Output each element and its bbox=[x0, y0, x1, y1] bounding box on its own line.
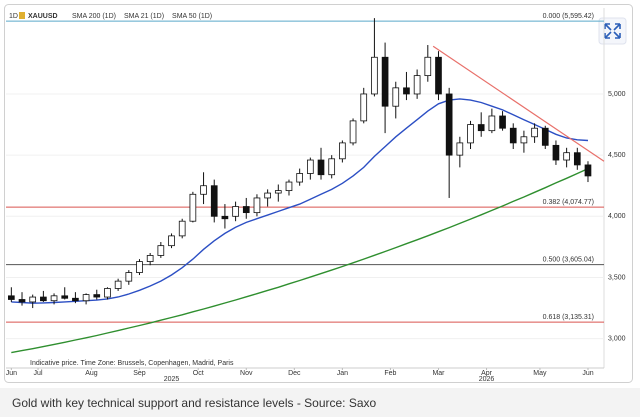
candle-body bbox=[200, 185, 207, 195]
candle-body bbox=[178, 220, 186, 237]
candle-body bbox=[136, 261, 143, 273]
x-tick-label: Apr bbox=[481, 370, 493, 377]
y-tick-label: 3,000 bbox=[608, 335, 626, 342]
interval: 1D bbox=[9, 13, 18, 20]
candle-body bbox=[392, 87, 400, 107]
symbol-icon bbox=[19, 12, 25, 19]
x-tick-label: Dec bbox=[288, 370, 301, 377]
fib-label: 0.618 (3,135.31) bbox=[543, 314, 594, 321]
candle-body bbox=[168, 235, 175, 247]
candle-body bbox=[40, 296, 47, 302]
chart-frame bbox=[4, 4, 633, 383]
candle-body bbox=[232, 206, 239, 217]
caption: Gold with key technical support and resi… bbox=[12, 396, 377, 410]
y-tick-label: 3,500 bbox=[608, 274, 626, 281]
candle-body bbox=[210, 185, 218, 217]
candle-body bbox=[403, 87, 410, 95]
candle-body bbox=[360, 93, 368, 122]
candle-body bbox=[531, 127, 538, 138]
candle-body bbox=[573, 152, 581, 166]
x-tick-label: Feb bbox=[384, 370, 396, 377]
fib-label: 0.382 (4,074.77) bbox=[543, 199, 594, 206]
y-tick-label: 4,000 bbox=[608, 213, 626, 220]
candle-body bbox=[114, 280, 122, 289]
legend-item: SMA 21 (1D) bbox=[124, 13, 164, 20]
note: Indicative price. Time Zone: Brussels, C… bbox=[30, 360, 234, 367]
candle-body bbox=[584, 164, 592, 177]
candle-body bbox=[221, 215, 229, 220]
candle-body bbox=[72, 297, 79, 302]
candle-body bbox=[541, 127, 549, 146]
fib-label: 0.000 (5,595.42) bbox=[543, 13, 594, 20]
x-tick-label: Sep bbox=[133, 370, 146, 377]
candle-body bbox=[189, 193, 197, 222]
x-tick-label: Jun bbox=[582, 370, 593, 377]
candle-body bbox=[509, 127, 517, 144]
caption-strip bbox=[0, 388, 640, 417]
candle-body bbox=[242, 206, 250, 214]
expand-button[interactable] bbox=[598, 17, 627, 45]
x-tick-label: Jan bbox=[337, 370, 348, 377]
x-tick-label: Nov bbox=[240, 370, 253, 377]
x-tick-label: Aug bbox=[85, 370, 98, 377]
candle-body bbox=[82, 294, 90, 302]
x-tick-label: Jul bbox=[34, 370, 43, 377]
candle-body bbox=[264, 192, 271, 199]
symbol: XAUUSD bbox=[28, 13, 58, 20]
x-tick-label: Jun bbox=[6, 370, 17, 377]
candle-body bbox=[435, 56, 442, 95]
trendline bbox=[432, 45, 605, 162]
candle-body bbox=[371, 56, 378, 95]
x-tick-label: May bbox=[533, 370, 547, 377]
x-tick-label: Mar bbox=[432, 370, 445, 377]
fib-label: 0.500 (3,605.04) bbox=[543, 256, 594, 263]
year-label: 2025 bbox=[164, 376, 180, 383]
candle-body bbox=[146, 255, 154, 262]
candle-body bbox=[499, 115, 506, 129]
candle-body bbox=[253, 197, 261, 214]
candle-body bbox=[413, 75, 421, 95]
candle-body bbox=[424, 56, 432, 77]
candle-body bbox=[61, 295, 69, 299]
candle-body bbox=[274, 190, 282, 194]
sma-line bbox=[11, 167, 589, 354]
legend-item: SMA 50 (1D) bbox=[172, 13, 212, 20]
candle-body bbox=[488, 115, 496, 132]
candle-body bbox=[125, 272, 133, 282]
candle-body bbox=[552, 144, 560, 161]
candle-body bbox=[563, 152, 570, 161]
y-tick-label: 5,000 bbox=[608, 91, 626, 98]
candle-body bbox=[445, 93, 453, 156]
legend-item: SMA 200 (1D) bbox=[72, 13, 116, 20]
candle-body bbox=[29, 296, 37, 303]
candle-body bbox=[296, 173, 303, 183]
candle-body bbox=[328, 158, 336, 176]
year-label: 2026 bbox=[479, 376, 495, 383]
candle-body bbox=[477, 124, 485, 132]
candle-body bbox=[520, 136, 528, 144]
candle-body bbox=[349, 120, 357, 144]
candle-body bbox=[456, 142, 464, 156]
candle-body bbox=[317, 159, 325, 176]
candle-body bbox=[50, 295, 58, 302]
candle-body bbox=[467, 124, 474, 144]
y-tick-label: 4,500 bbox=[608, 152, 626, 159]
candle-body bbox=[157, 245, 165, 256]
candle-body bbox=[285, 181, 293, 192]
candle-body bbox=[307, 159, 314, 174]
candle-body bbox=[93, 294, 101, 298]
candle-body bbox=[339, 142, 346, 160]
candle-body bbox=[8, 295, 15, 300]
candle-body bbox=[18, 299, 26, 303]
candle-body bbox=[381, 56, 389, 107]
candle-body bbox=[104, 288, 111, 298]
x-tick-label: Oct bbox=[193, 370, 204, 377]
